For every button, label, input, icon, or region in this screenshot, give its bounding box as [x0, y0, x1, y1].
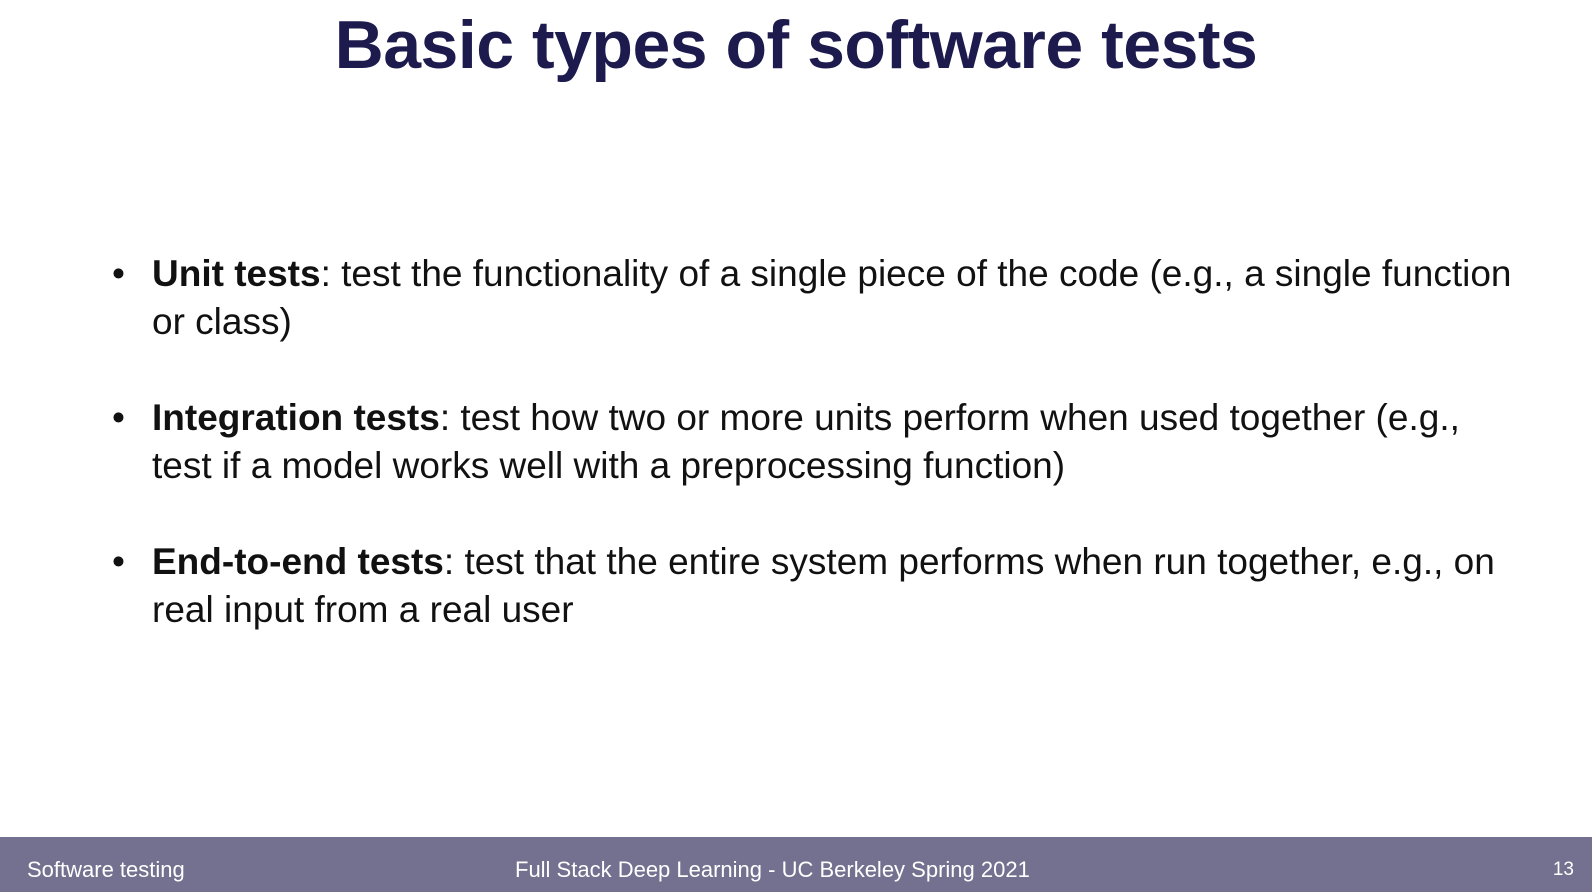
bullet-integration-tests: • Integration tests: test how two or more… — [112, 394, 1512, 490]
bullet-unit-tests: • Unit tests: test the functionality of a… — [112, 250, 1512, 346]
bullet-term: Integration tests — [152, 397, 440, 438]
slide-footer: Software testing Full Stack Deep Learnin… — [0, 837, 1592, 892]
footer-course-title: Full Stack Deep Learning - UC Berkeley S… — [515, 857, 1030, 882]
bullet-text: : test how two or more units perform whe… — [152, 397, 1460, 486]
bullet-term: End-to-end tests — [152, 541, 444, 582]
bullet-text: : test that the entire system performs w… — [152, 541, 1495, 630]
slide-title: Basic types of software tests — [334, 7, 1258, 83]
bullet-term: Unit tests — [152, 253, 321, 294]
bullet-dot-icon: • — [112, 253, 125, 294]
bullet-dot-icon: • — [112, 541, 125, 582]
page-number: 13 — [1552, 859, 1574, 880]
bullet-end-to-end-tests: • End-to-end tests: test that the entire … — [112, 538, 1512, 634]
bullet-list: • Unit tests: test the functionality of a… — [112, 250, 1512, 682]
bullet-text: : test the functionality of a single pie… — [152, 253, 1512, 342]
footer-section-title: Software testing — [27, 857, 185, 882]
bullet-dot-icon: • — [112, 397, 125, 438]
